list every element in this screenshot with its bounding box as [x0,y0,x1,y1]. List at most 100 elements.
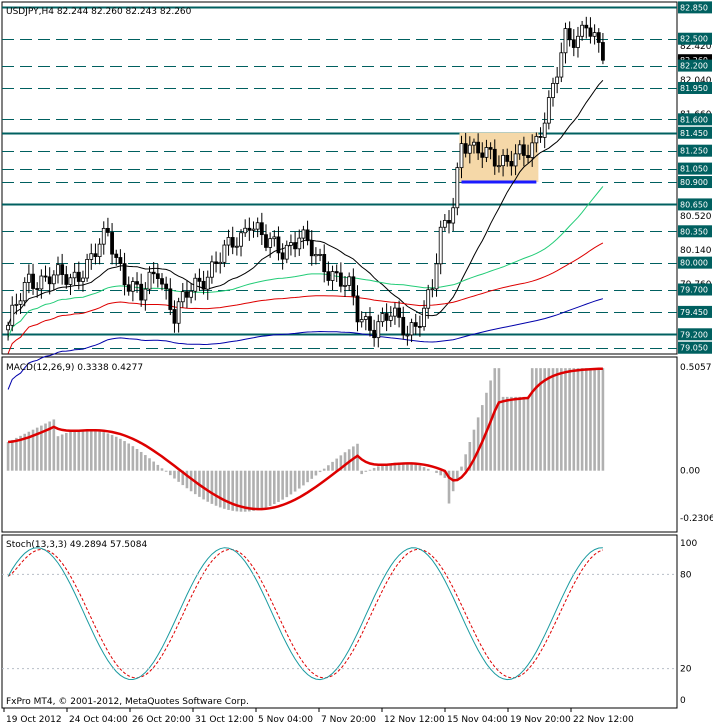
stoch-tick-3: 0 [680,696,686,706]
candle-body [176,301,181,324]
candle-body [480,152,485,158]
candle-body [280,252,285,260]
macd-bar [148,458,151,471]
candle-body [14,303,19,306]
candle-body [85,259,90,279]
candle-body [22,281,27,302]
macd-bar [339,455,343,471]
candle-body [455,167,460,209]
macd-bar [318,470,322,473]
price-tick-4: 81.950 [680,84,708,93]
price-minor-tick-1: 82.040 [680,76,712,86]
price-tag-bg-4 [678,81,712,94]
macd-bar [597,368,601,471]
candle-body [164,283,169,290]
candle-body [488,147,493,150]
macd-bar [460,466,463,471]
macd-bar [360,470,363,475]
price-tag-bg-1 [678,32,712,45]
candle-body [355,295,360,323]
macd-bar [535,368,538,471]
candle-body [596,32,601,43]
macd-bar [568,368,571,471]
candle-body [301,229,306,239]
candle-body [43,275,48,278]
candle-body [122,263,127,286]
candle-body [110,232,114,255]
candle-body [580,24,585,37]
candle-body [359,319,364,323]
candle-body [546,97,551,124]
candle-body [338,272,343,287]
candle-body [201,280,206,290]
price-tag-bg-14 [678,305,712,318]
macd-bar [310,470,314,479]
candle-body [467,144,472,154]
stoch-header: Stoch(13,3,3) 49.2894 57.5084 [6,540,147,550]
candle-body [210,261,214,278]
macd-bar [119,438,122,471]
macd-bar [15,437,18,471]
macd-bar [235,470,239,512]
macd-bar [35,427,39,471]
candle-body [363,316,368,320]
price-levels [2,6,677,349]
candle-body [268,238,273,248]
macd-bar [302,470,305,486]
macd-bar [152,461,155,471]
candle-body [422,307,426,328]
price-tick-0: 82.850 [680,3,708,12]
macd-bar [406,462,409,471]
macd-bar [401,462,405,471]
candle-body [388,315,393,321]
candle-body [521,144,526,156]
candle-body [289,242,293,246]
candle-body [297,237,302,250]
candle-body [35,288,40,290]
macd-bar [281,470,284,500]
candles [6,16,605,348]
macd-bar [231,470,235,511]
macd-bar [306,470,309,483]
candle-body [309,240,314,257]
macd-bar [65,432,68,471]
macd-bar [443,470,447,478]
candle-body [172,309,177,324]
price-tag-bg-3 [678,59,712,72]
macd-bar [447,470,451,504]
macd-bar [551,368,555,471]
candle-body [230,237,235,248]
macd-bar [510,396,513,471]
macd-bar [414,464,418,471]
price-tick-5: 81.600 [680,115,708,124]
candle-body [434,263,439,290]
macd-bar [331,461,334,471]
macd-bar [52,419,56,471]
candle-body [538,136,543,138]
candle-body [513,153,518,167]
candle-body [563,28,568,54]
macd-bar [543,368,546,471]
macd-bar [289,470,293,495]
candle-body [322,254,327,273]
candle-body [135,281,139,285]
macd-bar [181,470,185,486]
stoch-main-path [7,547,603,681]
macd-bar [69,431,72,471]
candle-body [264,234,268,248]
candle-body [588,27,593,37]
candle-body [376,321,381,339]
macd-bar [435,470,438,473]
stoch-tick-2: 20 [680,665,692,675]
candle-body [584,24,589,29]
macd-bar [372,467,376,471]
macd-bar [23,433,27,471]
macd-bar [327,465,330,471]
time-label-0: 19 Oct 2012 [6,715,62,725]
macd-bar [31,429,35,471]
price-tick-7: 81.250 [680,147,708,156]
candle-body [255,222,260,230]
candle-body [517,144,522,155]
macd-bar [526,396,530,471]
macd-bar [522,396,526,471]
